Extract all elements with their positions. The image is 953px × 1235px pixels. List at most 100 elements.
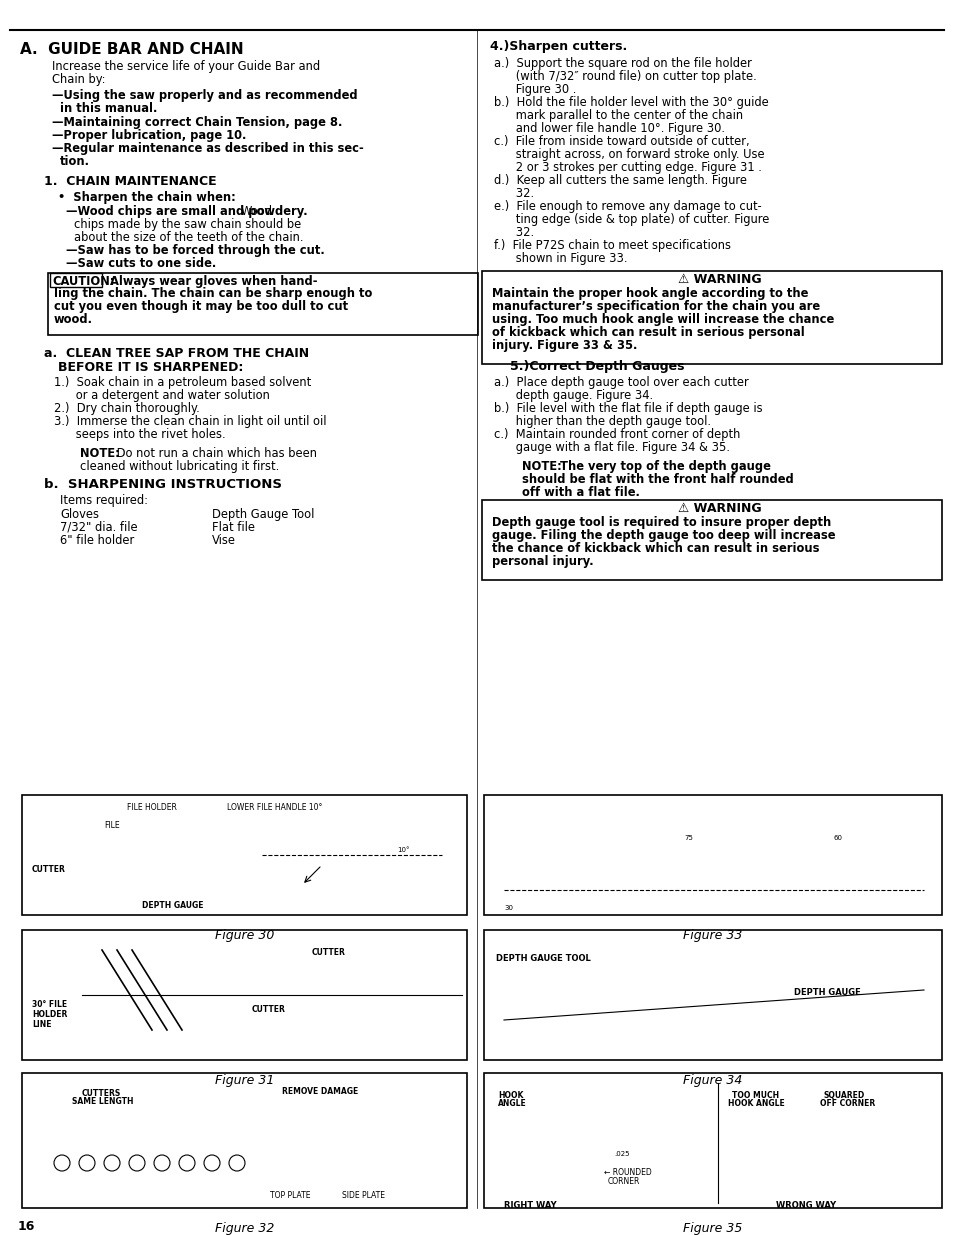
Text: Figure 30: Figure 30	[214, 929, 274, 942]
Text: f.)  File P72S chain to meet specifications: f.) File P72S chain to meet specificatio…	[494, 240, 730, 252]
Text: Figure 34: Figure 34	[682, 1074, 741, 1087]
Text: —Using the saw properly and as recommended: —Using the saw properly and as recommend…	[52, 89, 357, 103]
Text: 1.  CHAIN MAINTENANCE: 1. CHAIN MAINTENANCE	[44, 175, 216, 188]
Text: FILE: FILE	[104, 821, 119, 830]
Text: 5.)Correct Depth Gauges: 5.)Correct Depth Gauges	[510, 359, 684, 373]
Text: a.  CLEAN TREE SAP FROM THE CHAIN: a. CLEAN TREE SAP FROM THE CHAIN	[44, 347, 309, 359]
Text: .025: .025	[614, 1151, 629, 1157]
Text: OFF CORNER: OFF CORNER	[820, 1099, 874, 1108]
Text: wood.: wood.	[54, 312, 92, 326]
Text: BEFORE IT IS SHARPENED:: BEFORE IT IS SHARPENED:	[58, 361, 243, 374]
Text: Figure 35: Figure 35	[682, 1221, 741, 1235]
Text: cut you even though it may be too dull to cut: cut you even though it may be too dull t…	[54, 300, 348, 312]
Text: Figure 30 .: Figure 30 .	[494, 83, 576, 96]
Text: Do not run a chain which has been: Do not run a chain which has been	[112, 447, 316, 459]
Text: 60: 60	[833, 835, 842, 841]
Text: DEPTH GAUGE TOOL: DEPTH GAUGE TOOL	[496, 953, 590, 963]
Text: 2 or 3 strokes per cutting edge. Figure 31 .: 2 or 3 strokes per cutting edge. Figure …	[494, 161, 761, 174]
Bar	[22, 795, 467, 915]
Text: RIGHT WAY: RIGHT WAY	[503, 1200, 556, 1210]
Text: manufacturer’s specification for the chain you are: manufacturer’s specification for the cha…	[492, 300, 820, 312]
Text: ling the chain. The chain can be sharp enough to: ling the chain. The chain can be sharp e…	[54, 287, 372, 300]
Text: 32.: 32.	[494, 226, 534, 240]
Text: —Regular maintenance as described in this sec-: —Regular maintenance as described in thi…	[52, 142, 363, 156]
Text: —Proper lubrication, page 10.: —Proper lubrication, page 10.	[52, 128, 246, 142]
Text: or a detergent and water solution: or a detergent and water solution	[54, 389, 270, 403]
Text: b.  SHARPENING INSTRUCTIONS: b. SHARPENING INSTRUCTIONS	[44, 478, 282, 492]
Text: Wood: Wood	[241, 205, 273, 219]
Text: mark parallel to the center of the chain: mark parallel to the center of the chain	[494, 109, 742, 122]
Text: ← ROUNDED: ← ROUNDED	[603, 1168, 651, 1177]
Bar	[483, 930, 941, 1060]
Text: c.)  File from inside toward outside of cutter,: c.) File from inside toward outside of c…	[494, 135, 749, 148]
Text: Figure 31: Figure 31	[214, 1074, 274, 1087]
Text: Depth Gauge Tool: Depth Gauge Tool	[212, 508, 314, 521]
Text: HOLDER: HOLDER	[32, 1010, 68, 1019]
Text: The very top of the depth gauge: The very top of the depth gauge	[556, 459, 770, 473]
Text: Depth gauge tool is required to insure proper depth: Depth gauge tool is required to insure p…	[492, 516, 830, 529]
Text: Figure 32: Figure 32	[214, 1221, 274, 1235]
Text: using. Too much hook angle will increase the chance: using. Too much hook angle will increase…	[492, 312, 833, 326]
Bar	[50, 273, 102, 287]
Text: Increase the service life of your Guide Bar and: Increase the service life of your Guide …	[52, 61, 320, 73]
Text: —Saw has to be forced through the cut.: —Saw has to be forced through the cut.	[66, 245, 324, 257]
Text: LINE: LINE	[32, 1020, 51, 1029]
Text: of kickback which can result in serious personal: of kickback which can result in serious …	[492, 326, 804, 338]
Text: 10°: 10°	[396, 847, 409, 853]
Text: —Wood chips are small and powdery.: —Wood chips are small and powdery.	[66, 205, 307, 219]
Text: NOTE:: NOTE:	[521, 459, 561, 473]
Bar	[481, 270, 941, 364]
Text: Chain by:: Chain by:	[52, 73, 106, 86]
Text: cleaned without lubricating it first.: cleaned without lubricating it first.	[80, 459, 279, 473]
Text: gauge with a flat file. Figure 34 & 35.: gauge with a flat file. Figure 34 & 35.	[494, 441, 729, 454]
Text: Always wear gloves when hand-: Always wear gloves when hand-	[106, 275, 317, 288]
Text: seeps into the rivet holes.: seeps into the rivet holes.	[54, 429, 226, 441]
Text: injury. Figure 33 & 35.: injury. Figure 33 & 35.	[492, 338, 637, 352]
Text: Vise: Vise	[212, 534, 235, 547]
Text: CUTTER: CUTTER	[252, 1005, 286, 1014]
Text: higher than the depth gauge tool.: higher than the depth gauge tool.	[494, 415, 710, 429]
Text: personal injury.: personal injury.	[492, 555, 593, 568]
Bar	[22, 1073, 467, 1208]
Bar	[483, 795, 941, 915]
Text: 1.)  Soak chain in a petroleum based solvent: 1.) Soak chain in a petroleum based solv…	[54, 375, 311, 389]
Text: HOOK: HOOK	[497, 1091, 523, 1100]
Text: FILE HOLDER: FILE HOLDER	[127, 803, 176, 811]
Text: Gloves: Gloves	[60, 508, 99, 521]
Text: —Maintaining correct Chain Tension, page 8.: —Maintaining correct Chain Tension, page…	[52, 116, 342, 128]
Text: Items required:: Items required:	[60, 494, 148, 508]
Text: ⚠ WARNING: ⚠ WARNING	[678, 273, 761, 287]
Text: —Saw cuts to one side.: —Saw cuts to one side.	[66, 257, 216, 270]
Text: ANGLE: ANGLE	[497, 1099, 526, 1108]
Text: Figure 33: Figure 33	[682, 929, 741, 942]
Text: SAME LENGTH: SAME LENGTH	[71, 1097, 133, 1107]
Text: 30: 30	[503, 905, 513, 911]
Text: (with 7/32″ round file) on cutter top plate.: (with 7/32″ round file) on cutter top pl…	[494, 70, 756, 83]
Text: and lower file handle 10°. Figure 30.: and lower file handle 10°. Figure 30.	[494, 122, 724, 135]
Text: about the size of the teeth of the chain.: about the size of the teeth of the chain…	[74, 231, 303, 245]
Text: off with a flat file.: off with a flat file.	[521, 487, 639, 499]
Text: CUTTER: CUTTER	[32, 864, 66, 874]
Bar	[483, 1073, 941, 1208]
Text: 6" file holder: 6" file holder	[60, 534, 134, 547]
Text: a.)  Support the square rod on the file holder: a.) Support the square rod on the file h…	[494, 57, 751, 70]
Text: ⚠ WARNING: ⚠ WARNING	[678, 501, 761, 515]
Text: e.)  File enough to remove any damage to cut-: e.) File enough to remove any damage to …	[494, 200, 760, 212]
Text: gauge. Filing the depth gauge too deep will increase: gauge. Filing the depth gauge too deep w…	[492, 529, 835, 542]
Text: should be flat with the front half rounded: should be flat with the front half round…	[521, 473, 793, 487]
Text: depth gauge. Figure 34.: depth gauge. Figure 34.	[494, 389, 653, 403]
Text: 16: 16	[18, 1220, 35, 1233]
Text: DEPTH GAUGE: DEPTH GAUGE	[142, 902, 203, 910]
Text: WRONG WAY: WRONG WAY	[775, 1200, 835, 1210]
Bar	[481, 500, 941, 580]
Text: 2.)  Dry chain thoroughly.: 2.) Dry chain thoroughly.	[54, 403, 199, 415]
Text: Flat file: Flat file	[212, 521, 254, 534]
Text: ting edge (side & top plate) of cutter. Figure: ting edge (side & top plate) of cutter. …	[494, 212, 768, 226]
Text: tion.: tion.	[60, 156, 90, 168]
Text: straight across, on forward stroke only. Use: straight across, on forward stroke only.…	[494, 148, 763, 161]
Text: CAUTION:: CAUTION:	[52, 275, 114, 288]
Text: 4.)Sharpen cutters.: 4.)Sharpen cutters.	[490, 40, 626, 53]
Text: SQUARED: SQUARED	[823, 1091, 864, 1100]
Bar	[48, 273, 477, 335]
Text: c.)  Maintain rounded front corner of depth: c.) Maintain rounded front corner of dep…	[494, 429, 740, 441]
